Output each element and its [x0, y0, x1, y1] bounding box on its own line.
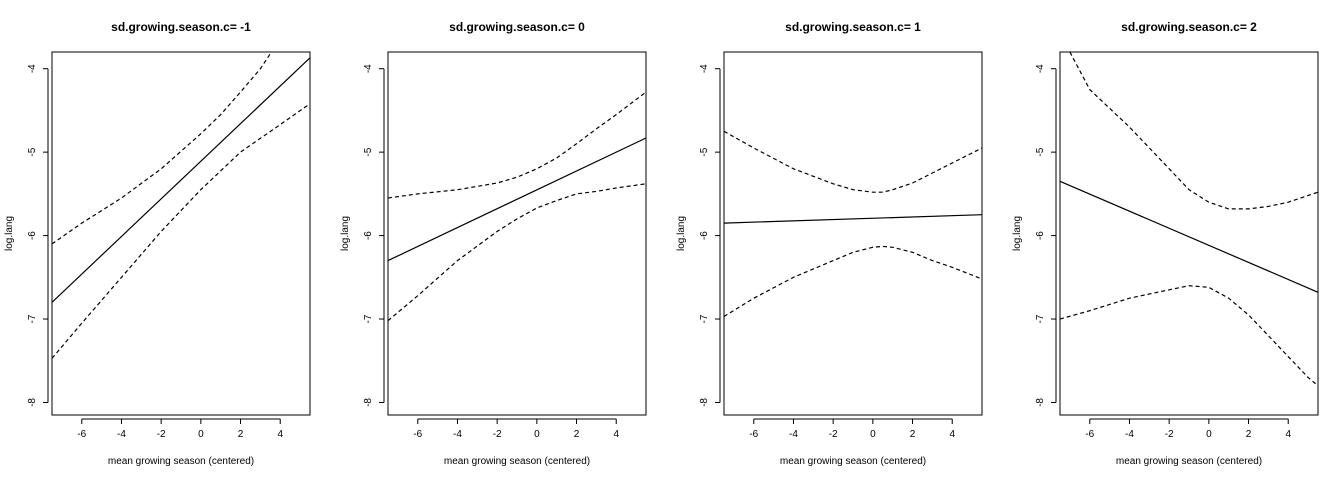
- y-tick-label: -4: [363, 64, 374, 73]
- x-axis-label: mean growing season (centered): [444, 456, 590, 467]
- x-tick-label: 0: [870, 429, 876, 440]
- x-tick-label: 4: [277, 429, 283, 440]
- x-tick-label: 0: [198, 429, 204, 440]
- fit-line: [1060, 180, 1318, 293]
- x-tick-label: 4: [949, 429, 955, 440]
- y-tick-label: -4: [699, 64, 710, 73]
- x-tick-label: -6: [77, 429, 86, 440]
- y-tick-label: -8: [699, 398, 710, 407]
- series-group: [388, 91, 646, 322]
- panel-title: sd.growing.season.c= -1: [111, 20, 251, 34]
- x-axis-label: mean growing season (centered): [780, 456, 926, 467]
- series-group: [52, 53, 310, 359]
- panel-2: sd.growing.season.c= 0 -6 -4 -2 0 2 4 -4 -5 -6 -7 -…: [340, 20, 647, 467]
- x-tick-label: 2: [910, 429, 916, 440]
- y-tick-label: -7: [27, 314, 38, 323]
- y-tick-label: -4: [1035, 64, 1046, 73]
- lower-ci-line: [1060, 285, 1318, 387]
- upper-ci-line: [724, 130, 982, 193]
- x-tick-label: -4: [453, 429, 462, 440]
- panel-4: sd.growing.season.c= 2 -6 -4 -2 0 2 4 -4 -5 -6 -7 -…: [1012, 20, 1319, 467]
- x-tick-label: -4: [117, 429, 126, 440]
- y-axis-label: log.lang: [340, 216, 351, 251]
- fit-line: [388, 137, 646, 262]
- y-axis-label: log.lang: [676, 216, 687, 251]
- fit-line: [724, 214, 982, 224]
- x-tick-label: -2: [157, 429, 166, 440]
- x-tick-label: 0: [534, 429, 540, 440]
- x-tick-label: -2: [493, 429, 502, 440]
- y-tick-label: -4: [27, 64, 38, 73]
- x-axis-label: mean growing season (centered): [108, 456, 254, 467]
- x-tick-label: 4: [613, 429, 619, 440]
- lower-ci-line: [52, 103, 310, 359]
- y-tick-label: -8: [363, 398, 374, 407]
- x-tick-label: 2: [1246, 429, 1252, 440]
- upper-ci-line: [52, 53, 271, 245]
- y-tick-label: -7: [699, 314, 710, 323]
- x-tick-label: 0: [1206, 429, 1212, 440]
- x-tick-label: -4: [789, 429, 798, 440]
- panel-title: sd.growing.season.c= 2: [1121, 20, 1257, 34]
- x-axis-label: mean growing season (centered): [1116, 456, 1262, 467]
- x-tick-label: -2: [1165, 429, 1174, 440]
- lower-ci-line: [388, 183, 646, 322]
- series-group: [1060, 52, 1318, 387]
- x-tick-label: -6: [413, 429, 422, 440]
- x-tick-label: -6: [1085, 429, 1094, 440]
- y-tick-label: -7: [363, 314, 374, 323]
- y-axis-label: log.lang: [4, 216, 15, 251]
- y-tick-label: -5: [1035, 147, 1046, 156]
- upper-ci-line: [388, 91, 646, 199]
- plot-area: [1059, 51, 1319, 416]
- y-tick-label: -8: [1035, 398, 1046, 407]
- upper-ci-line: [1069, 52, 1318, 210]
- fit-line: [52, 57, 310, 303]
- x-tick-label: -2: [829, 429, 838, 440]
- x-tick-label: 2: [574, 429, 580, 440]
- x-tick-label: 2: [238, 429, 244, 440]
- plot-area: [723, 51, 983, 416]
- y-tick-label: -6: [699, 231, 710, 240]
- panel-1: sd.growing.season.c= -1 -6 -4 -2 0 2 4 -4 -5 -6 -7…: [4, 20, 311, 467]
- panel-title: sd.growing.season.c= 0: [449, 20, 585, 34]
- y-tick-label: -6: [1035, 231, 1046, 240]
- y-tick-label: -6: [363, 231, 374, 240]
- panel-title: sd.growing.season.c= 1: [785, 20, 921, 34]
- y-tick-label: -8: [27, 398, 38, 407]
- y-tick-label: -7: [1035, 314, 1046, 323]
- plot-area: [51, 51, 311, 416]
- y-tick-label: -5: [363, 147, 374, 156]
- x-tick-label: -4: [1125, 429, 1134, 440]
- series-group: [724, 130, 982, 318]
- plot-area: [387, 51, 647, 416]
- x-tick-label: 4: [1285, 429, 1291, 440]
- x-tick-label: -6: [749, 429, 758, 440]
- panel-3: sd.growing.season.c= 1 -6 -4 -2 0 2 4 -4 -5 -6 -7 -…: [676, 20, 983, 467]
- y-tick-label: -5: [699, 147, 710, 156]
- y-axis-label: log.lang: [1012, 216, 1023, 251]
- lower-ci-line: [724, 245, 982, 318]
- y-tick-label: -6: [27, 231, 38, 240]
- y-tick-label: -5: [27, 147, 38, 156]
